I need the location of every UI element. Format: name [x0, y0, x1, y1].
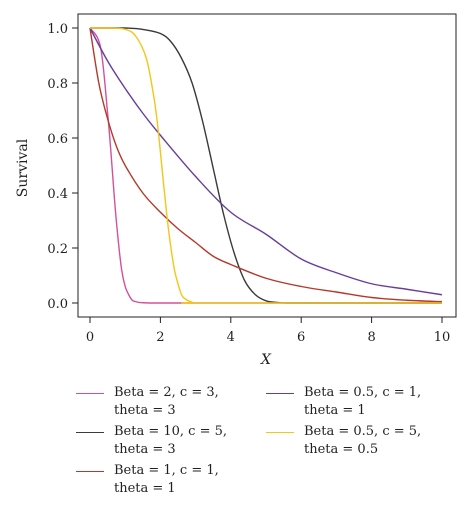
- legend-label-line: theta = 1: [114, 481, 176, 496]
- y-tick-label: 1.0: [47, 22, 68, 37]
- x-axis-label: X: [260, 352, 272, 368]
- series-line: [89, 27, 442, 304]
- y-tick-label: 0.6: [47, 132, 68, 147]
- legend-label-line: Beta = 10, c = 5,: [114, 424, 228, 439]
- survival-chart: 0 2 4 6 8 10 0.0 0.2 0.4 0.6 0.8 1.0 Survival X: [15, 13, 457, 368]
- series-line: [89, 27, 443, 296]
- legend-swatch: [266, 432, 294, 433]
- series-line: [90, 27, 442, 304]
- legend-label-line: Beta = 1, c = 1,: [114, 463, 219, 478]
- legend-item-beta05-c5-theta05: Beta = 0.5, c = 5, theta = 0.5: [266, 423, 421, 459]
- x-tick-label: 4: [227, 330, 235, 345]
- legend-item-beta2-c3-theta3: Beta = 2, c = 3, theta = 3: [76, 384, 219, 420]
- legend-swatch: [76, 432, 104, 433]
- legend-label-line: theta = 1: [304, 403, 366, 418]
- y-tick-label: 0.0: [47, 297, 68, 312]
- legend-label-line: Beta = 0.5, c = 1,: [304, 385, 422, 400]
- legend-item-beta1-c1-theta1: Beta = 1, c = 1, theta = 1: [76, 462, 219, 498]
- plot-frame: [77, 13, 457, 318]
- legend-swatch: [266, 393, 294, 394]
- y-tick-label: 0.8: [47, 77, 68, 92]
- legend-item-beta10-c5-theta3: Beta = 10, c = 5, theta = 3: [76, 423, 227, 459]
- legend-label-line: theta = 3: [114, 403, 176, 418]
- legend-label-line: theta = 0.5: [304, 442, 379, 457]
- legend-label-line: Beta = 0.5, c = 5,: [304, 424, 422, 439]
- y-tick-label: 0.2: [47, 242, 68, 257]
- legend-label-line: theta = 3: [114, 442, 176, 457]
- series-line: [89, 27, 443, 303]
- x-tick-label: 8: [367, 330, 375, 345]
- y-axis-label: Survival: [15, 138, 31, 197]
- legend-label-line: Beta = 2, c = 3,: [114, 385, 219, 400]
- x-tick-label: 6: [297, 330, 305, 345]
- legend: Beta = 2, c = 3, theta = 3 Beta = 10, c …: [0, 378, 474, 512]
- x-tick-label: 2: [156, 330, 164, 345]
- y-tick-label: 0.4: [47, 187, 68, 202]
- legend-swatch: [76, 393, 104, 394]
- x-tick-label: 10: [434, 330, 451, 345]
- legend-swatch: [76, 471, 104, 472]
- x-tick-label: 0: [86, 330, 94, 345]
- legend-item-beta05-c1-theta1: Beta = 0.5, c = 1, theta = 1: [266, 384, 421, 420]
- series-line: [90, 27, 442, 304]
